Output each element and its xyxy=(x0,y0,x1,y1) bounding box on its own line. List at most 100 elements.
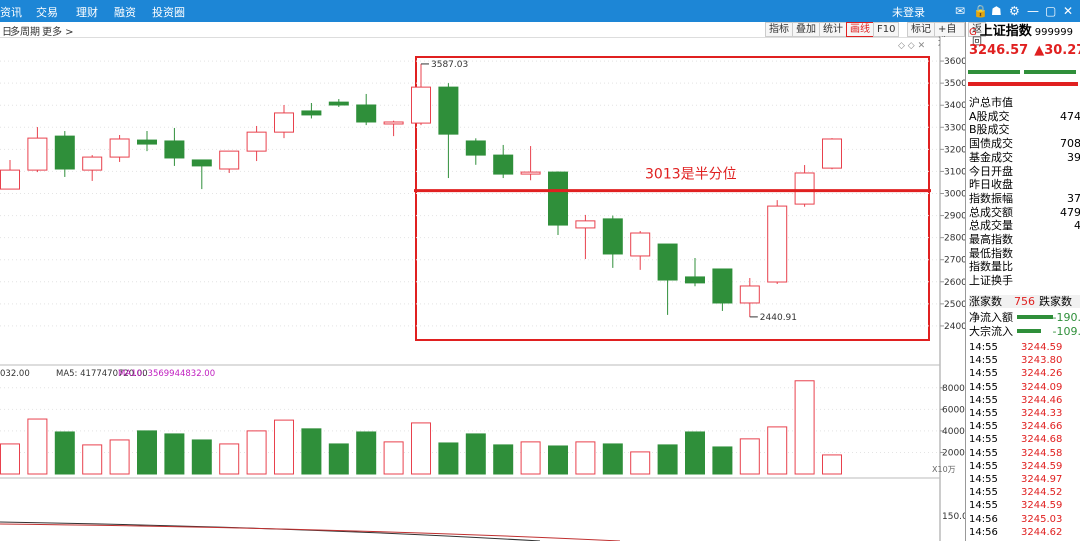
window-icon[interactable]: 🔒 xyxy=(973,4,988,18)
candle-body xyxy=(739,285,760,304)
y-tick-label: 3200 xyxy=(944,145,965,155)
flow-value: -190. xyxy=(1052,311,1080,324)
candle-body xyxy=(0,169,20,190)
tick-price: 3244.33 xyxy=(1021,408,1063,419)
ratio-bar xyxy=(968,70,1020,74)
window-icon[interactable]: ☗ xyxy=(991,4,1002,18)
axis-bg xyxy=(940,37,965,541)
tick-time: 14:55 xyxy=(969,500,998,512)
period-tab[interactable]: 日 xyxy=(2,27,12,38)
candle-body xyxy=(438,86,459,135)
tick-price: 3244.59 xyxy=(1021,342,1063,353)
tick-time: 14:55 xyxy=(969,460,998,472)
tick-row: 14:55 3244.59 xyxy=(969,499,1080,512)
info-label: 总成交量 xyxy=(969,219,1013,233)
volume-bar xyxy=(630,451,651,475)
info-row: 总成交量 4 xyxy=(969,219,1080,232)
tick-price: 3245.03 xyxy=(1021,513,1063,525)
ratio-bar xyxy=(1024,70,1076,74)
volume-bar xyxy=(54,431,75,475)
candle-body xyxy=(794,172,815,205)
tick-price: 3244.52 xyxy=(1021,487,1063,499)
volume-bar xyxy=(328,443,349,475)
tool-button[interactable]: 指标 xyxy=(765,22,793,37)
window-icon[interactable]: ▢ xyxy=(1045,4,1057,18)
up-count-label: 涨家数 xyxy=(969,295,1002,308)
tick-row: 14:55 3244.09 xyxy=(969,381,1080,394)
tick-time: 14:55 xyxy=(969,368,998,380)
candle-body xyxy=(82,156,103,171)
flow-bar xyxy=(1017,315,1053,319)
menu-item[interactable]: 投资圈 xyxy=(152,6,185,19)
candle-body xyxy=(54,135,75,170)
volume-bar xyxy=(82,444,103,475)
volume-bar xyxy=(164,433,185,475)
info-row: A股成交 474 xyxy=(969,110,1080,123)
info-row: 上证换手 xyxy=(969,274,1080,287)
candle-body xyxy=(575,220,596,229)
info-row: 最高指数 xyxy=(969,233,1080,246)
volume-bar xyxy=(493,444,514,475)
flow-label: 大宗流入 xyxy=(969,325,1013,338)
menu-item[interactable]: 理财 xyxy=(76,6,98,19)
window-icon[interactable]: ✉ xyxy=(955,4,966,18)
info-label: A股成交 xyxy=(969,109,1010,123)
high-label: 3587.03 xyxy=(431,60,468,70)
breadth-row: 涨家数 756 跌家数 xyxy=(969,295,1080,308)
window-icon[interactable]: ✕ xyxy=(1063,4,1074,18)
volume-unit: X10万 xyxy=(932,465,956,474)
candle-body xyxy=(465,140,486,156)
tick-price: 3244.97 xyxy=(1021,474,1063,485)
menu-item[interactable]: 交易 xyxy=(36,6,58,19)
tick-price: 3243.80 xyxy=(1021,355,1063,367)
candle-body xyxy=(520,171,541,175)
login-status[interactable]: 未登录 xyxy=(892,6,925,19)
window-icon[interactable]: ⚙ xyxy=(1009,4,1020,18)
tick-price: 3244.58 xyxy=(1021,447,1063,459)
candle-body xyxy=(383,121,404,125)
down-count-label: 跌家数 xyxy=(1039,295,1072,308)
volume-bar xyxy=(274,419,294,475)
tick-time: 14:55 xyxy=(969,394,998,406)
volume-bar xyxy=(602,443,623,475)
tick-row: 14:55 3244.59 xyxy=(969,341,1080,354)
y-tick-label: 3500 xyxy=(944,79,965,89)
period-tab[interactable]: 更多 > xyxy=(42,27,74,38)
candle-body xyxy=(27,137,48,171)
tick-price: 3244.62 xyxy=(1021,526,1063,538)
menu-item[interactable]: 融资 xyxy=(114,6,136,19)
y-tick-label: 2400 xyxy=(944,322,965,332)
info-row: 指数量比 xyxy=(969,260,1080,273)
volume-bar xyxy=(685,431,705,475)
candle-body xyxy=(602,218,623,255)
info-value: 39 xyxy=(1067,150,1080,164)
price-change: ▲30.27 xyxy=(1034,43,1080,58)
candle-body xyxy=(164,140,185,159)
y-tick-label: 3000 xyxy=(944,190,965,200)
tool-button[interactable]: 返回 xyxy=(968,22,986,48)
y-tick-label: 80000 xyxy=(942,384,965,394)
tick-time: 14:56 xyxy=(969,526,998,538)
menu-item[interactable]: 资讯 xyxy=(0,6,22,19)
window-icon[interactable]: — xyxy=(1027,4,1039,18)
info-label: 总成交额 xyxy=(969,205,1013,219)
candle-body xyxy=(712,268,733,304)
flow-row: 净流入额 -190. xyxy=(969,311,1080,324)
info-value: 474 xyxy=(1060,109,1080,123)
info-row: 指数振幅 37 xyxy=(969,192,1080,205)
tool-button[interactable]: F10 xyxy=(873,22,900,37)
tick-row: 14:55 3244.52 xyxy=(969,486,1080,499)
info-value: 37 xyxy=(1067,191,1080,205)
stock-name: 上证指数 xyxy=(979,24,1032,39)
info-value: 479 xyxy=(1060,205,1080,219)
candle-body xyxy=(767,205,788,283)
chart: ◇ ◇ ✕ 3600 3500 3400 3300 3200 3100 3000 2900 28… xyxy=(0,37,965,541)
candle-body xyxy=(301,110,322,116)
y-tick-label: 3300 xyxy=(944,123,965,133)
candle-body xyxy=(109,138,130,158)
info-row: 最低指数 xyxy=(969,247,1080,260)
info-row: 昨日收盘 xyxy=(969,178,1080,191)
period-tab[interactable]: 多周期 xyxy=(10,27,40,38)
